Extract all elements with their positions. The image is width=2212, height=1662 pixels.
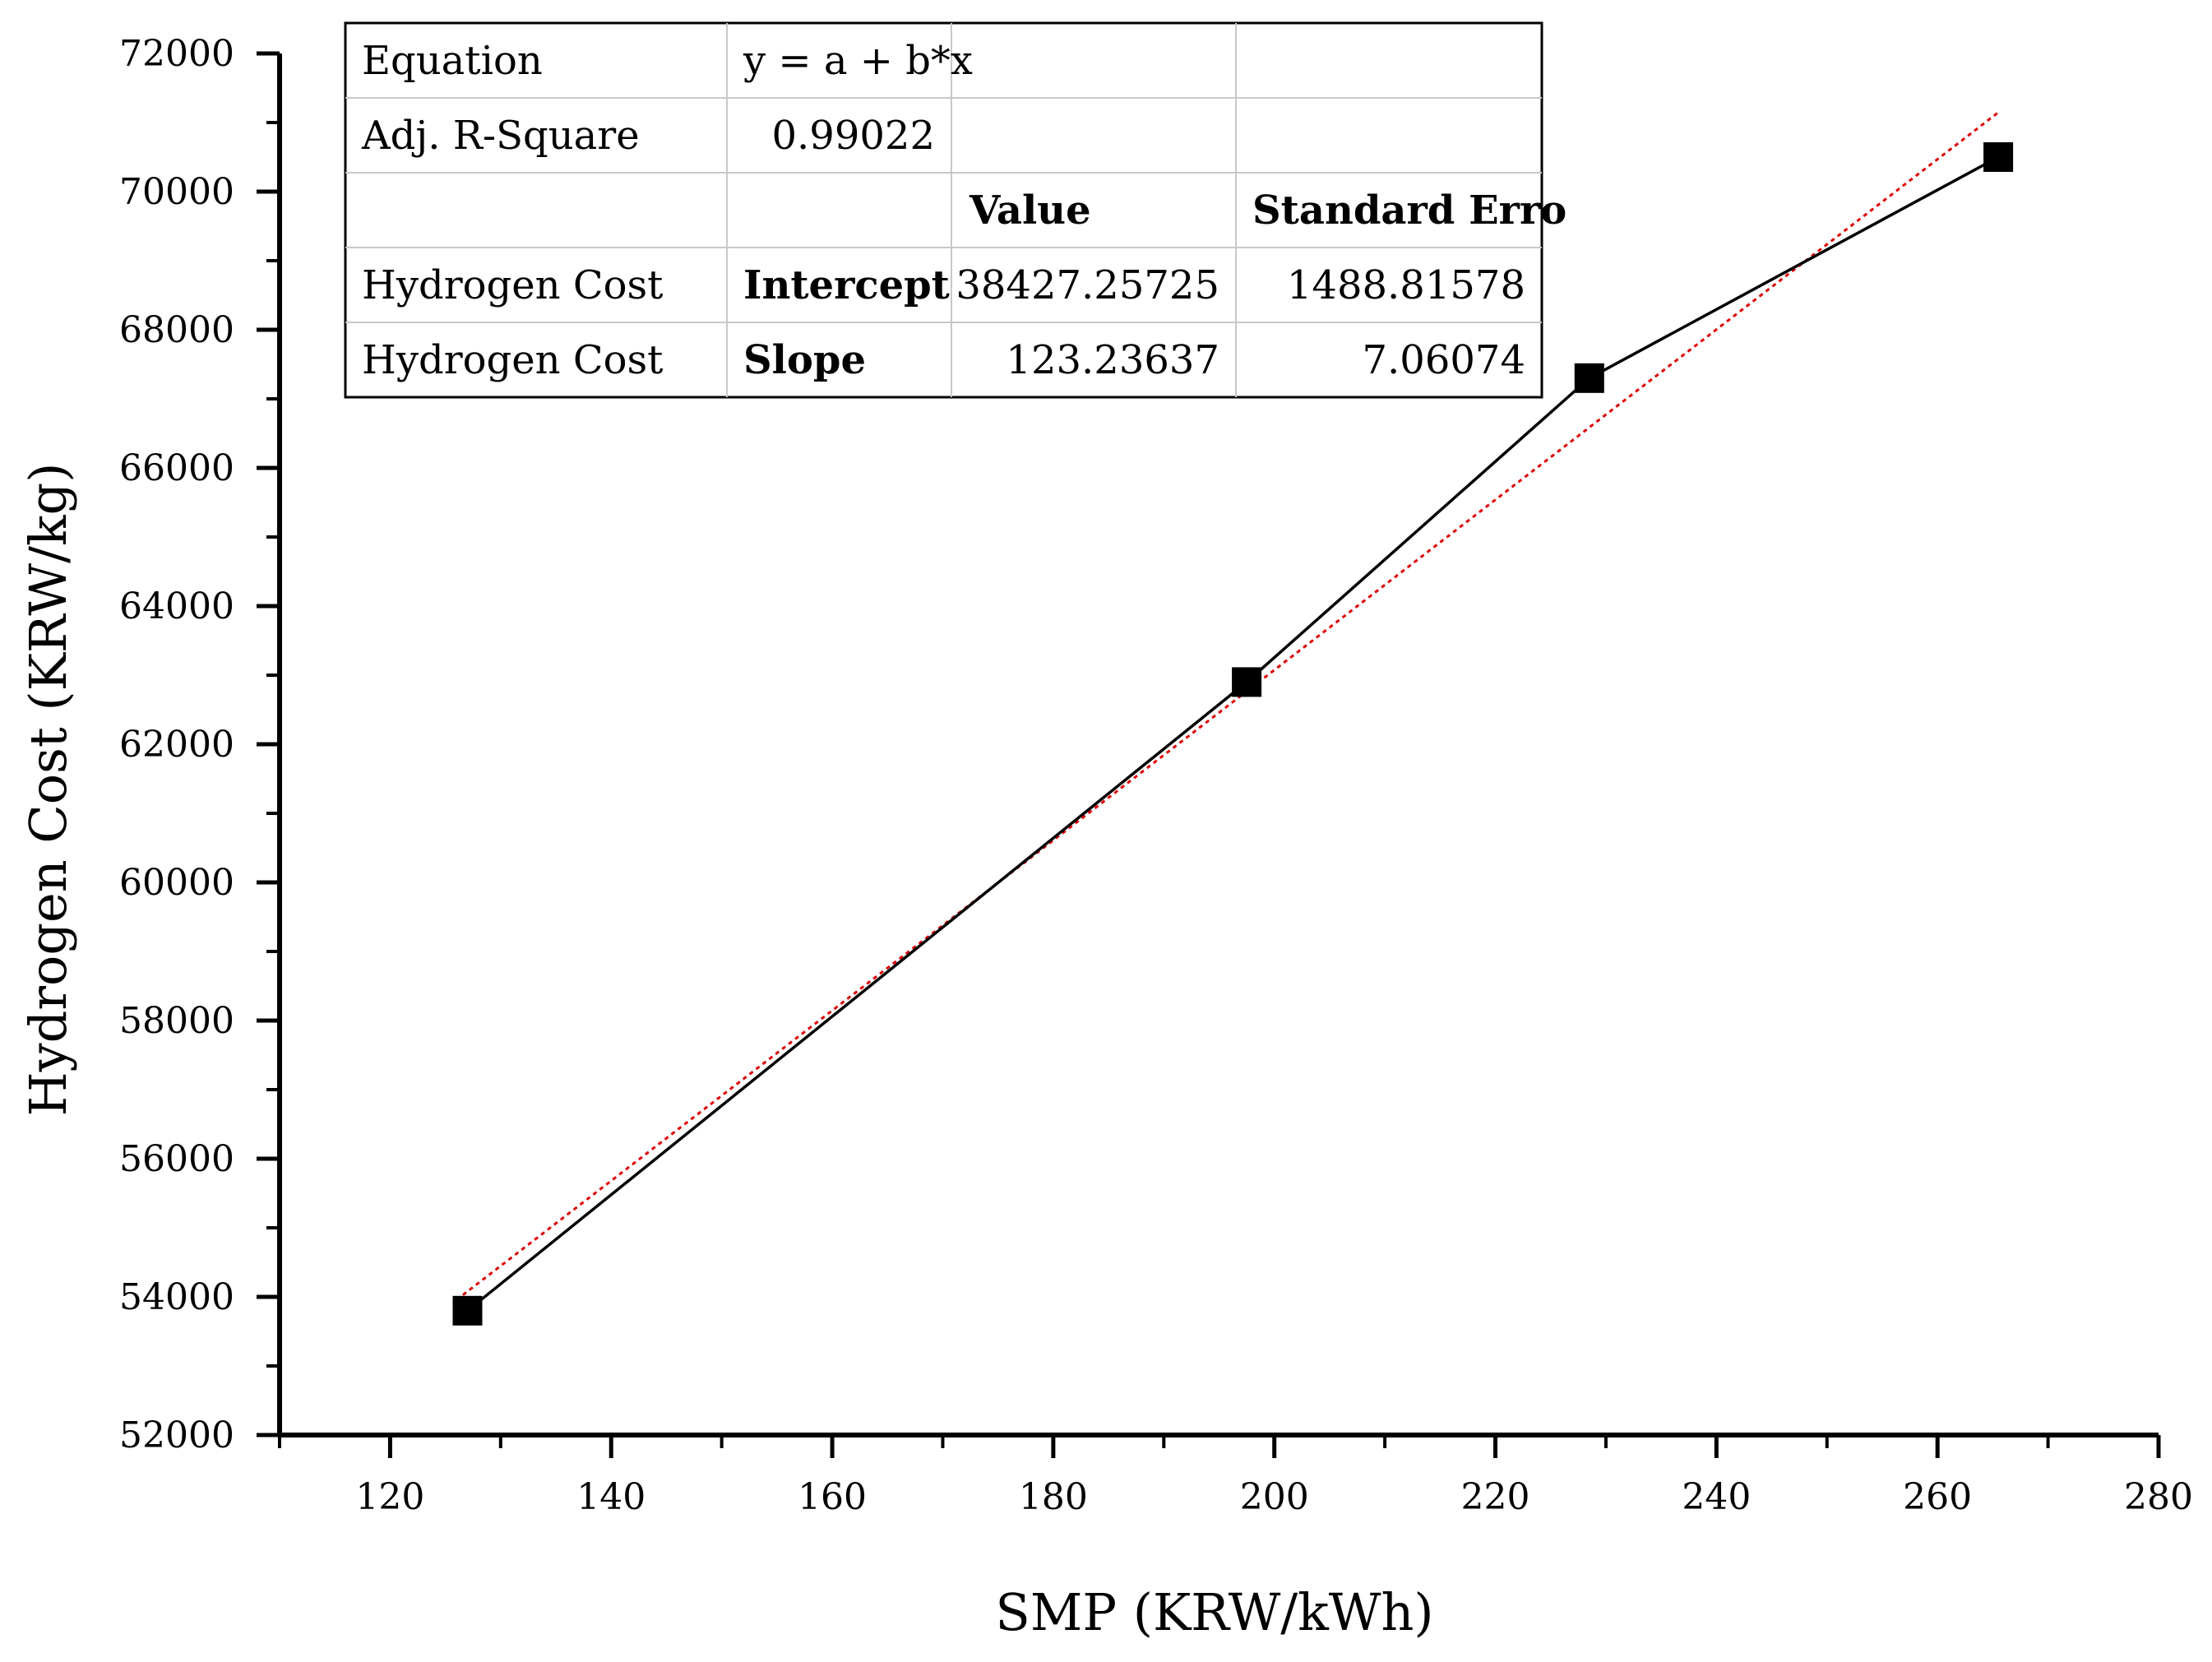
table-cell: Intercept <box>743 262 950 308</box>
table-cell: y = a + b*x <box>743 38 973 84</box>
table-cell: Hydrogen Cost <box>362 337 663 383</box>
table-cell: 7.06074 <box>1363 337 1526 383</box>
y-tick-label: 70000 <box>119 171 234 213</box>
x-axis-title: SMP (KRW/kWh) <box>995 1582 1433 1642</box>
x-tick-label: 160 <box>798 1476 867 1518</box>
x-tick-label: 200 <box>1240 1476 1309 1518</box>
y-tick-label: 66000 <box>119 447 234 489</box>
table-cell: Slope <box>743 337 866 383</box>
data-point-marker <box>1574 363 1604 393</box>
y-tick-label: 56000 <box>119 1138 234 1180</box>
x-tick-label: 220 <box>1461 1476 1530 1518</box>
x-tick-label: 180 <box>1019 1476 1088 1518</box>
table-border <box>344 21 1543 399</box>
table-cell: Equation <box>362 38 543 84</box>
y-tick-label: 58000 <box>119 1000 234 1042</box>
y-axis-ticks: 52000 54000 56000 58000 60000 62000 64000 66000… <box>119 33 280 1456</box>
y-axis-title: Hydrogen Cost (KRW/kg) <box>18 463 78 1117</box>
x-axis-ticks: 120 140 160 180 200 220 240 260 280 <box>278 1435 2193 1518</box>
x-tick-label: 260 <box>1903 1476 1972 1518</box>
table-cell: Value <box>969 187 1091 234</box>
data-point-marker <box>1232 667 1262 697</box>
y-tick-label: 62000 <box>119 724 234 766</box>
table-cell: Standard Erro <box>1252 187 1566 234</box>
y-tick-label: 54000 <box>119 1276 234 1318</box>
fit-line <box>456 111 2000 1301</box>
table-cell: 0.99022 <box>772 113 936 159</box>
table-cell: Hydrogen Cost <box>362 262 663 308</box>
x-tick-label: 120 <box>355 1476 424 1518</box>
data-series-layer <box>452 142 2014 1326</box>
fit-results-table: Equation y = a + b*x Adj. R-Square 0.99022 V… <box>344 21 1566 399</box>
y-tick-label: 52000 <box>119 1414 234 1456</box>
linear-fit-layer <box>456 111 2000 1301</box>
y-tick-label: 64000 <box>119 586 234 627</box>
table-cell: 38427.25725 <box>956 262 1219 308</box>
y-tick-label: 72000 <box>119 33 234 75</box>
data-point-marker <box>452 1295 483 1326</box>
y-tick-label: 60000 <box>119 862 234 904</box>
y-tick-label: 68000 <box>119 309 234 351</box>
table-cell: Adj. R-Square <box>361 113 640 159</box>
x-tick-label: 240 <box>1682 1476 1751 1518</box>
x-tick-label: 140 <box>576 1476 646 1518</box>
data-point-marker <box>1983 142 2014 172</box>
table-cell: 123.23637 <box>1006 337 1219 383</box>
x-tick-label: 280 <box>2124 1476 2193 1518</box>
table-cell: 1488.81578 <box>1287 262 1525 308</box>
data-line <box>466 155 1999 1312</box>
